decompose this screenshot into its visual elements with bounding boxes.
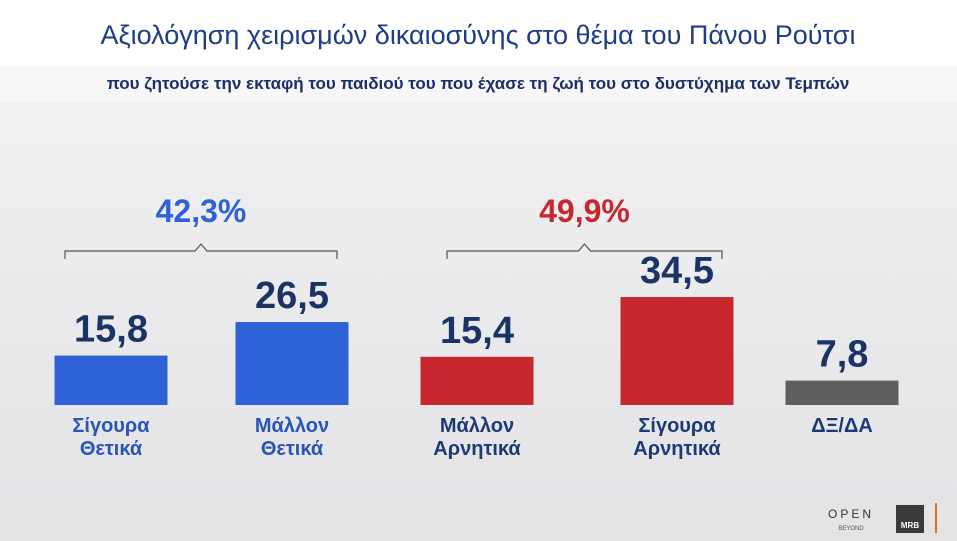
chart-title: Αξιολόγηση χειρισμών δικαιοσύνης στο θέμ…: [101, 20, 856, 50]
category-label: Μάλλον Αρνητικά: [433, 415, 521, 460]
bar: [54, 355, 168, 405]
group-bracket: [446, 243, 723, 259]
group-total: 49,9%: [539, 193, 630, 229]
subheader-band: [0, 66, 957, 102]
value-label: 15,8: [74, 309, 148, 351]
category-label: Σίγουρα Θετικά: [72, 415, 150, 460]
bar: [420, 356, 534, 405]
group-total: 42,3%: [156, 193, 247, 229]
value-label: 26,5: [255, 275, 329, 317]
group-bracket: [64, 243, 338, 259]
logo-text: BEYOND: [838, 526, 864, 532]
category-label: ΔΞ/ΔΑ: [811, 415, 873, 437]
value-label: 7,8: [816, 334, 869, 376]
header-band: [0, 0, 957, 66]
value-label: 15,4: [440, 310, 514, 352]
logo-box: [896, 505, 924, 533]
category-label: Σίγουρα Αρνητικά: [633, 415, 721, 460]
category-label: Μάλλον Θετικά: [254, 415, 330, 460]
chart-subtitle: που ζητούσε την εκταφή του παιδιού του π…: [107, 74, 850, 93]
value-label: 34,5: [640, 250, 714, 292]
bar: [235, 322, 349, 405]
logo-text: MRB: [901, 521, 919, 530]
bar: [785, 380, 899, 405]
bar: [620, 297, 734, 405]
logo-text: OPEN: [828, 507, 874, 521]
